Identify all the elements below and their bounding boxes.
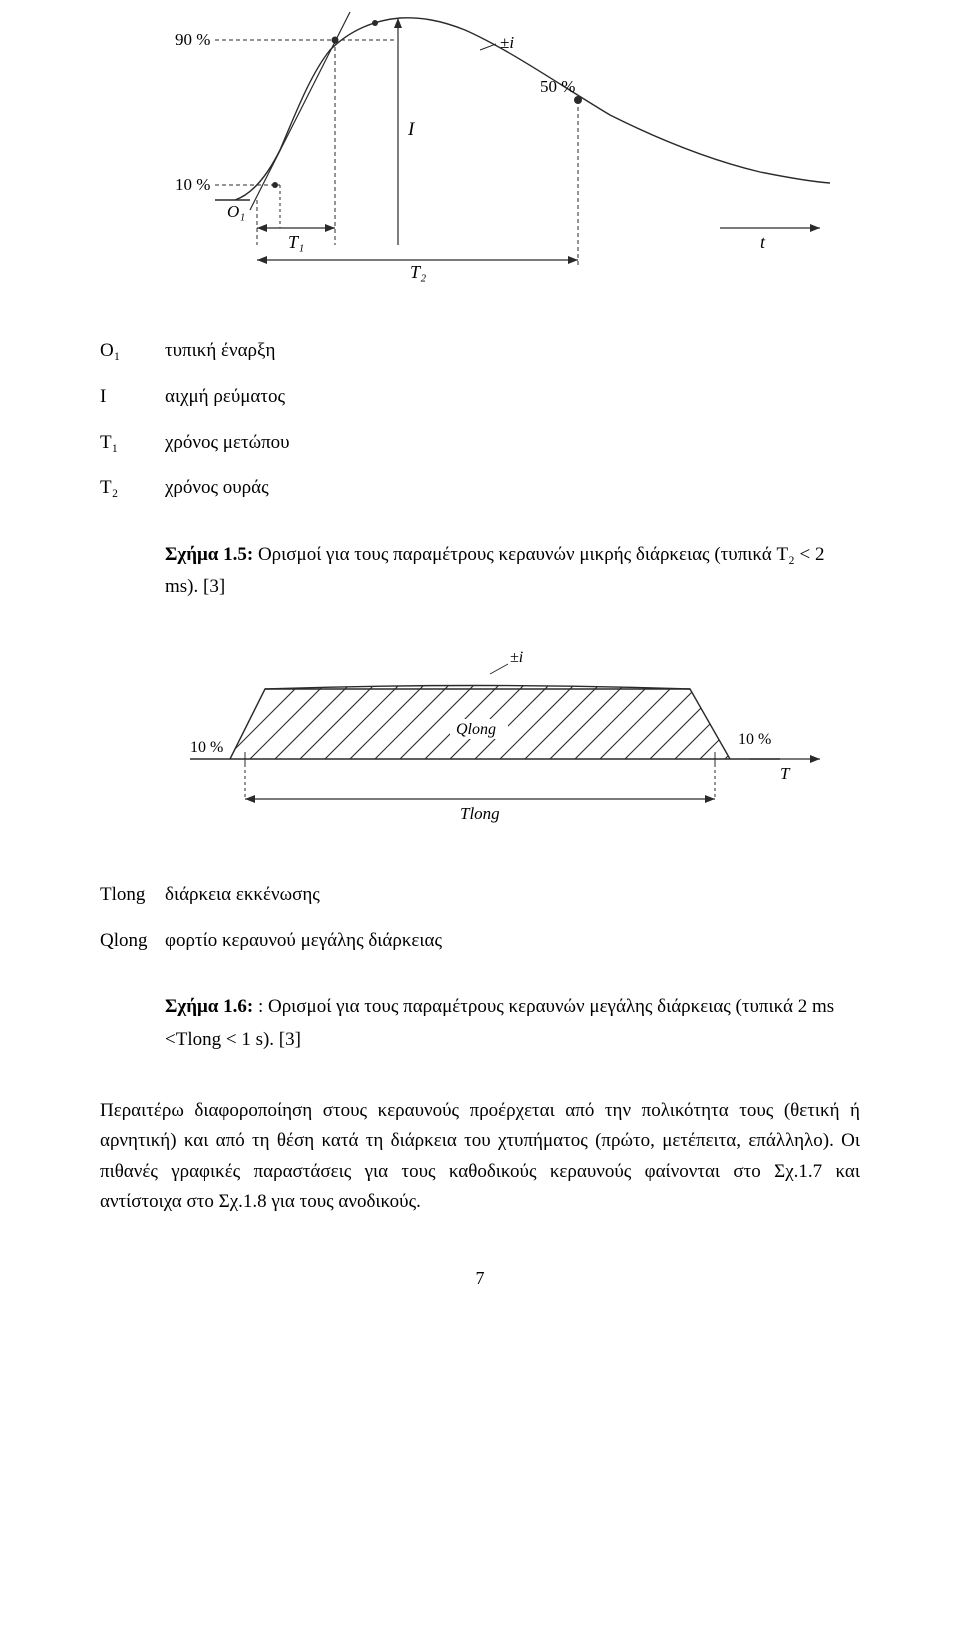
def-row: T₂ χρόνος ουράς	[100, 467, 860, 509]
definitions-list-2: Tlong διάρκεια εκκένωσης Qlong φορτίο κε…	[100, 874, 860, 962]
def-symbol: Qlong	[100, 920, 165, 962]
figure-caption-1: Σχήμα 1.5: Ορισμοί για τους παραμέτρους …	[165, 539, 860, 604]
caption-text: : Ορισμοί για τους παραμέτρους κεραυνών …	[165, 996, 834, 1049]
label-taxis2: T	[780, 764, 791, 783]
label-tlong: Tlong	[460, 804, 500, 823]
label-taxis: t	[760, 232, 766, 252]
def-row: T₁ χρόνος μετώπου	[100, 422, 860, 464]
def-text: διάρκεια εκκένωσης	[165, 874, 320, 916]
def-text: αιχμή ρεύματος	[165, 376, 285, 418]
label-10pct-left: 10 %	[190, 739, 223, 756]
def-text: χρόνος μετώπου	[165, 422, 290, 464]
figure-impulse-waveform: 90 % 10 % O₁ I ±i 50 % T₁ T₂ t	[100, 0, 860, 290]
def-row: I αιχμή ρεύματος	[100, 376, 860, 418]
def-row: O₁ τυπική έναρξη	[100, 330, 860, 372]
figure-long-stroke: Qlong 10 % 10 % ±i Tlong T	[100, 644, 860, 834]
def-row: Tlong διάρκεια εκκένωσης	[100, 874, 860, 916]
label-10pct: 10 %	[175, 175, 210, 194]
label-current: I	[407, 119, 416, 140]
label-t2: T₂	[410, 262, 426, 282]
def-symbol: O₁	[100, 330, 165, 372]
caption-label: Σχήμα 1.5:	[165, 544, 258, 565]
label-90pct: 90 %	[175, 30, 210, 49]
page-number: 7	[100, 1268, 860, 1289]
label-qlong: Qlong	[456, 721, 496, 738]
def-text: φορτίο κεραυνού μεγάλης διάρκειας	[165, 920, 442, 962]
label-10pct-right: 10 %	[738, 731, 771, 748]
body-paragraph: Περαιτέρω διαφοροποίηση στους κεραυνούς …	[100, 1096, 860, 1218]
def-symbol: Tlong	[100, 874, 165, 916]
def-text: χρόνος ουράς	[165, 467, 269, 509]
def-row: Qlong φορτίο κεραυνού μεγάλης διάρκειας	[100, 920, 860, 962]
caption-text: Ορισμοί για τους παραμέτρους κεραυνών μι…	[165, 544, 824, 597]
label-origin: O₁	[227, 202, 245, 221]
definitions-list-1: O₁ τυπική έναρξη I αιχμή ρεύματος T₁ χρό…	[100, 330, 860, 509]
label-t1: T₁	[288, 232, 304, 252]
figure-caption-2: Σχήμα 1.6: : Ορισμοί για τους παραμέτρου…	[165, 991, 860, 1056]
label-curve: ±i	[500, 33, 514, 52]
def-symbol: T₂	[100, 467, 165, 509]
caption-label: Σχήμα 1.6:	[165, 996, 258, 1017]
label-curve2: ±i	[510, 649, 523, 666]
label-50pct: 50 %	[540, 77, 575, 96]
def-symbol: I	[100, 376, 165, 418]
def-symbol: T₁	[100, 422, 165, 464]
def-text: τυπική έναρξη	[165, 330, 275, 372]
